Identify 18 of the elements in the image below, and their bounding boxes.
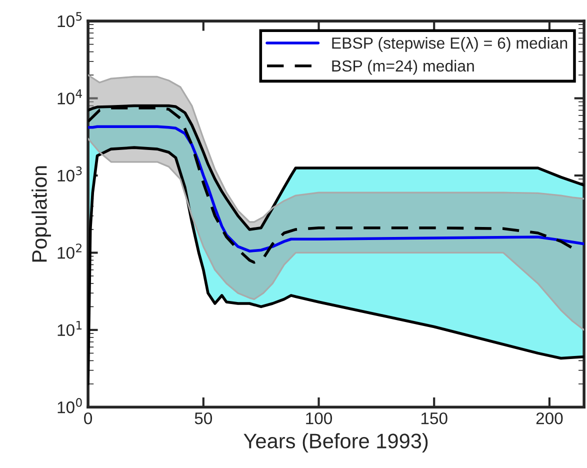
x-axis-title: Years (Before 1993)	[244, 433, 428, 453]
y-tick-label: 10$^{3}$	[58, 166, 82, 182]
line-series	[88, 125, 584, 252]
y-tick-label: 10$^{0}$	[58, 398, 82, 414]
y-tick-label: 10$^{1}$	[58, 320, 82, 336]
y-axis-title: Population	[32, 166, 51, 262]
x-tick-label: 50	[194, 412, 212, 424]
x-tick-label: 0	[84, 412, 92, 424]
line-series	[88, 74, 584, 223]
x-tick-label: 200	[536, 412, 563, 424]
y-tick-label: 10$^{2}$	[58, 244, 82, 259]
legend-label: BSP (m=24) median	[332, 60, 474, 75]
line-series	[88, 138, 584, 331]
y-tick-label: 10$^{4}$	[58, 89, 82, 104]
x-tick-label: 100	[306, 412, 332, 424]
x-tick-label: 150	[421, 412, 448, 424]
legend-label: EBSP (stepwise E(λ) = 6) median	[332, 37, 568, 52]
y-tick-label: 10$^{5}$	[58, 12, 82, 28]
